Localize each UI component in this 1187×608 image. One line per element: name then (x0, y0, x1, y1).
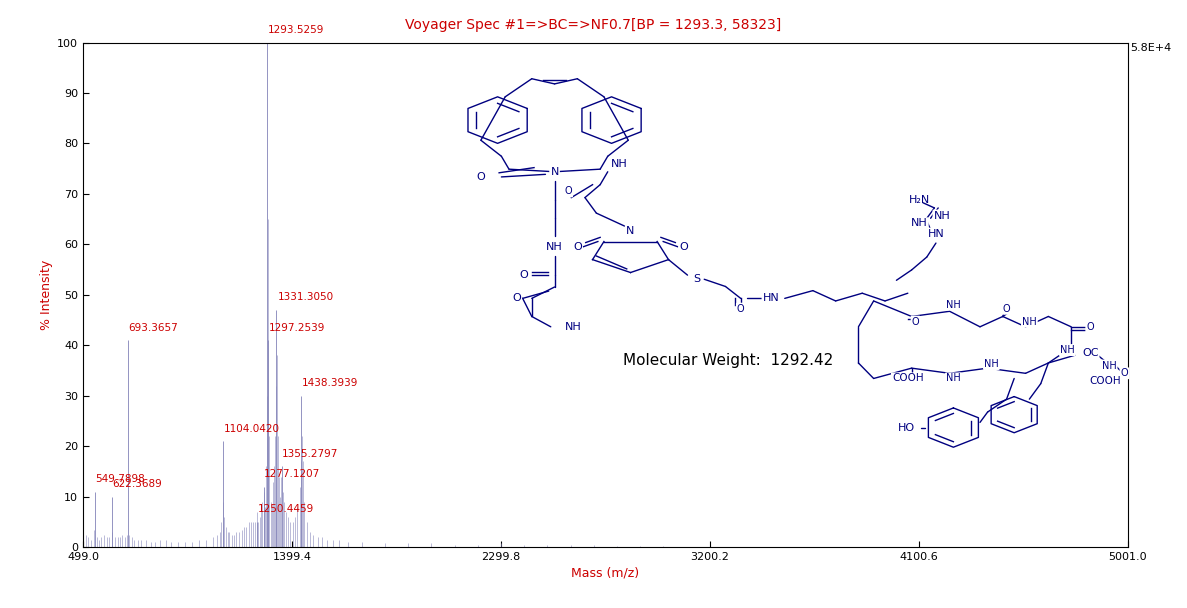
Text: COOH: COOH (1090, 376, 1122, 386)
Y-axis label: % Intensity: % Intensity (40, 260, 53, 330)
Text: Molecular Weight:  1292.42: Molecular Weight: 1292.42 (623, 353, 833, 368)
Text: O: O (476, 172, 485, 182)
Text: O: O (1086, 322, 1094, 332)
Text: NH: NH (1060, 345, 1074, 355)
X-axis label: Mass (m/z): Mass (m/z) (571, 566, 640, 579)
Text: O: O (565, 187, 572, 196)
Text: O: O (1003, 304, 1010, 314)
Text: 1355.2797: 1355.2797 (283, 449, 338, 459)
Text: H₂N: H₂N (908, 195, 929, 205)
Text: O: O (1121, 368, 1128, 378)
Text: COOH: COOH (891, 373, 923, 384)
Text: NH: NH (565, 322, 582, 332)
Text: N: N (551, 167, 559, 177)
Text: HN: HN (927, 229, 945, 239)
Text: NH: NH (946, 300, 960, 309)
Text: 1438.3939: 1438.3939 (303, 378, 358, 389)
Text: NH: NH (1102, 361, 1117, 370)
Text: 1293.5259: 1293.5259 (268, 25, 324, 35)
Text: O: O (679, 242, 688, 252)
Text: S: S (693, 274, 700, 285)
Text: 1250.4459: 1250.4459 (258, 505, 315, 514)
Text: 1104.0420: 1104.0420 (224, 424, 280, 434)
Text: 622.3689: 622.3689 (113, 479, 161, 489)
Text: NH: NH (611, 159, 628, 169)
Text: NH: NH (934, 211, 951, 221)
Text: 549.7898: 549.7898 (95, 474, 145, 484)
Text: HN: HN (763, 294, 780, 303)
Text: O: O (737, 304, 744, 314)
Text: O: O (573, 242, 582, 252)
Text: 1277.1207: 1277.1207 (264, 469, 320, 479)
Text: O: O (912, 317, 919, 326)
Text: NH: NH (946, 373, 960, 384)
Text: NH: NH (1022, 317, 1036, 326)
Text: O: O (520, 270, 528, 280)
Text: N: N (627, 226, 635, 236)
Text: 1331.3050: 1331.3050 (278, 292, 334, 302)
Text: 693.3657: 693.3657 (128, 323, 178, 333)
Text: 5.8E+4: 5.8E+4 (1130, 43, 1172, 52)
Text: HO: HO (897, 423, 915, 432)
Text: NH: NH (910, 218, 927, 229)
Text: NH: NH (546, 242, 563, 252)
Text: OC: OC (1081, 348, 1098, 358)
Text: 1297.2539: 1297.2539 (268, 323, 325, 333)
Text: Voyager Spec #1=>BC=>NF0.7[BP = 1293.3, 58323]: Voyager Spec #1=>BC=>NF0.7[BP = 1293.3, … (406, 18, 781, 32)
Text: O: O (513, 294, 521, 303)
Text: NH: NH (984, 359, 998, 369)
